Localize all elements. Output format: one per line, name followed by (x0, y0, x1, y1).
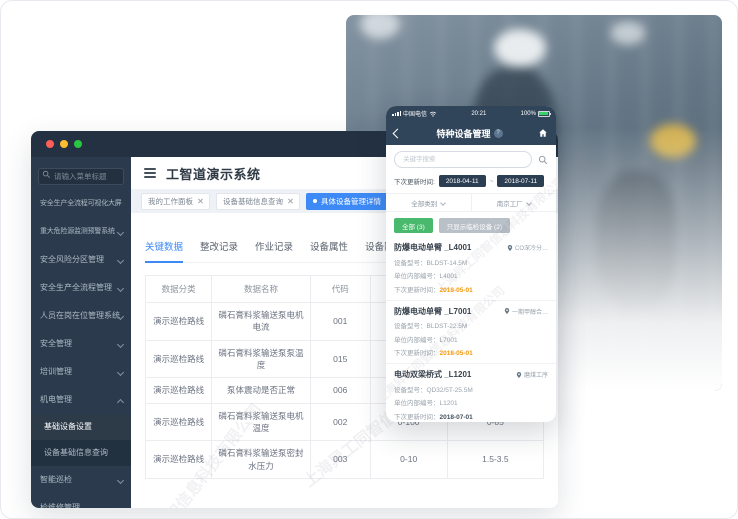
internal-code-value: L7001 (439, 336, 458, 344)
help-badge-icon[interactable]: ? (493, 128, 503, 138)
model-value: BLDST-22.5M (426, 323, 468, 330)
search-icon[interactable] (538, 155, 548, 165)
tab-attributes[interactable]: 设备属性 (310, 242, 349, 253)
list-item[interactable]: 防爆电动单臂 _L7001 一期甲醇合… 设备型号：BLDST-22.5M 单位… (386, 301, 556, 364)
sidebar-item-equipment-info-query[interactable]: 设备基础信息查询 (44, 448, 108, 457)
location-pin-icon (507, 244, 513, 251)
col-name: 数据名称 (211, 275, 311, 303)
keyword-search-input[interactable] (394, 151, 532, 168)
sidebar: 安全生产全流程可视化大屏 重大危险源监测预警系统 安全风险分区管理 安全生产全流… (31, 157, 131, 508)
chevron-down-icon (116, 340, 125, 349)
category-select[interactable]: 全部类别 (386, 194, 471, 211)
chevron-down-icon (116, 256, 125, 265)
chevron-down-icon (116, 476, 125, 485)
wifi-icon (429, 111, 437, 117)
sidebar-item-visualization-screen[interactable]: 安全生产全流程可视化大屏 (40, 200, 122, 207)
tab-equipment-info-query[interactable]: 设备基础信息查询 (216, 192, 300, 210)
sidebar-item-safety-process[interactable]: 安全生产全流程管理 (31, 274, 131, 302)
list-item[interactable]: 电动双梁桥式 _L1201 磨煤工序 设备型号：QD32/5T-25.5M 单位… (386, 364, 556, 422)
sidebar-item-risk-zone[interactable]: 安全风险分区管理 (31, 246, 131, 274)
app-header: 工智道演示系统 (131, 157, 558, 189)
maximize-window-button[interactable] (74, 140, 82, 148)
sidebar-item-electromechanical[interactable]: 机电管理 (31, 386, 131, 414)
next-update-value: 2018-07-01 (439, 413, 473, 421)
chevron-down-icon (525, 199, 532, 206)
equipment-title: 防爆电动单臂 _L7001 (394, 306, 472, 316)
equipment-title: 防爆电动单臂 _L4001 (394, 243, 472, 252)
chevron-down-icon (440, 199, 447, 206)
close-window-button[interactable] (46, 140, 54, 148)
clock-label: 20:21 (471, 110, 487, 117)
phone-screen: 中国电信 20:21 100% 特种设备管理 ? (386, 106, 556, 422)
date-to-button[interactable]: 2018-07-11 (497, 175, 545, 187)
carrier-label: 中国电信 (403, 112, 428, 118)
battery-percent: 100% (520, 110, 536, 117)
phone-page-title: 特种设备管理 (436, 128, 491, 139)
internal-code-value: L1201 (439, 400, 458, 407)
page-title: 工智道演示系统 (166, 166, 261, 182)
model-value: QD32/5T-25.5M (426, 386, 473, 394)
chevron-up-icon (116, 398, 125, 407)
sidebar-item-training[interactable]: 培训管理 (31, 358, 131, 386)
col-code: 代码 (309, 275, 371, 303)
model-value: BLDST-14.5M (426, 259, 468, 267)
date-range-label: 下次更新时间: (394, 179, 435, 186)
sidebar-item-maintenance[interactable]: 检维修管理 (31, 494, 131, 508)
tab-work-records[interactable]: 作业记录 (255, 242, 294, 253)
site-select[interactable]: 南京工厂 (470, 194, 557, 211)
battery-icon (537, 110, 551, 117)
chip-row: 全部 (3) 只显示临检设备 (2) (386, 212, 556, 237)
equipment-location: 一期甲醇合… (511, 309, 548, 316)
sidebar-menu: 安全生产全流程可视化大屏 重大危险源监测预警系统 安全风险分区管理 安全生产全流… (31, 190, 131, 508)
next-update-value: 2018-05-01 (439, 286, 473, 294)
tab-my-workpanel[interactable]: 我的工作面板 (141, 192, 210, 210)
location-pin-icon (516, 371, 522, 378)
sidebar-item-hazard-warning[interactable]: 重大危险源监测预警系统 (31, 218, 131, 246)
table-row: 演示巡检路线 磷石膏料浆输送泵电机温度 002 0-100 0-85 (144, 402, 545, 442)
tab-rectification[interactable]: 整改记录 (200, 242, 239, 253)
sidebar-item-personnel[interactable]: 人员在岗在位管理系统 (31, 302, 131, 330)
sidebar-item-safety-mgmt[interactable]: 安全管理 (31, 330, 131, 358)
col-category: 数据分类 (144, 275, 213, 303)
sidebar-submenu: 基础设备设置 设备基础信息查询 (31, 414, 131, 466)
active-dot-icon (313, 199, 317, 203)
date-from-button[interactable]: 2018-04-11 (438, 175, 486, 187)
home-icon[interactable] (538, 128, 548, 138)
chevron-down-icon (116, 504, 125, 508)
internal-code-value: L4001 (439, 273, 458, 280)
minimize-window-button[interactable] (60, 140, 68, 148)
tab-key-data[interactable]: 关键数据 (145, 239, 184, 263)
search-icon (42, 170, 51, 179)
date-separator: ~ (489, 177, 494, 185)
phone-nav-bar: 特种设备管理 ? (386, 121, 556, 145)
equipment-list: 防爆电动单臂 _L4001 CO深冷分… 设备型号：BLDST-14.5M 单位… (386, 237, 556, 422)
location-pin-icon (504, 308, 510, 314)
tab-attachments[interactable]: 设备附件 (365, 242, 404, 253)
sidebar-search-input[interactable] (38, 168, 124, 185)
chip-inspection-only[interactable]: 只显示临检设备 (2) (438, 218, 510, 233)
chip-all[interactable]: 全部 (3) (394, 218, 433, 233)
list-item[interactable]: 防爆电动单臂 _L4001 CO深冷分… 设备型号：BLDST-14.5M 单位… (386, 237, 556, 301)
equipment-location: CO深冷分… (514, 246, 548, 252)
close-icon[interactable] (197, 198, 203, 204)
sidebar-search (38, 166, 124, 185)
chevron-down-icon (116, 228, 125, 237)
chevron-down-icon (116, 368, 125, 377)
next-update-value: 2018-05-01 (439, 350, 473, 357)
tab-equipment-detail[interactable]: 具体设备管理详情 (306, 192, 398, 210)
date-range-row: 下次更新时间: 2018-04-11 ~ 2018-07-11 (386, 172, 556, 193)
table-row: 演示巡检路线 磷石膏料浆输送泵密封水压力 003 0-10 1.5-3.5 (144, 440, 545, 479)
signal-icon (392, 111, 401, 116)
close-icon[interactable] (287, 198, 293, 204)
sidebar-item-basic-equipment[interactable]: 基础设备设置 (31, 414, 131, 440)
sidebar-item-smart-inspection[interactable]: 智能巡检 (31, 466, 131, 494)
chevron-down-icon (116, 284, 125, 293)
menu-icon[interactable] (144, 168, 156, 178)
filter-row: 全部类别 南京工厂 (386, 193, 556, 212)
equipment-location: 磨煤工序 (523, 373, 548, 379)
phone-search-row (386, 145, 556, 172)
equipment-title: 电动双梁桥式 _L1201 (394, 370, 472, 379)
phone-status-bar: 中国电信 20:21 100% (386, 106, 556, 121)
